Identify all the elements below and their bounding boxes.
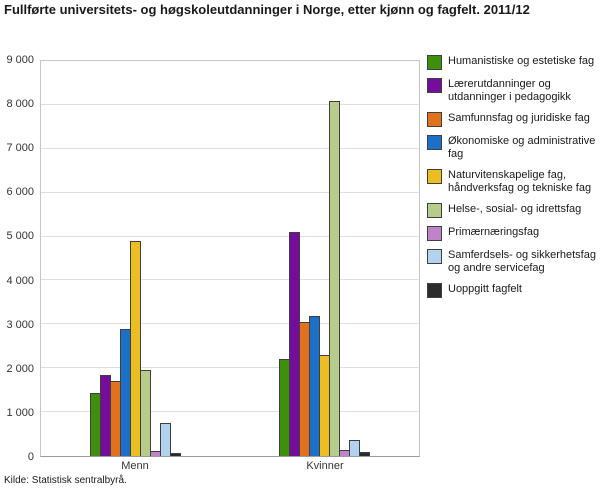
y-axis-tick-label: 5 000 xyxy=(6,230,34,243)
legend-swatch xyxy=(427,78,442,93)
bar xyxy=(140,370,151,456)
legend-item: Lærerutdanninger og utdanninger i pedago… xyxy=(427,78,608,104)
legend-swatch xyxy=(427,202,442,218)
y-axis-tick-label: 9 000 xyxy=(6,54,34,66)
gridline xyxy=(41,367,419,369)
legend-swatch xyxy=(427,134,442,150)
gridline xyxy=(41,191,419,193)
legend-label: Uoppgitt fagfelt xyxy=(448,282,522,295)
y-axis-tick-label: 2 000 xyxy=(6,362,34,375)
y-axis-tick-label: 7 000 xyxy=(6,142,34,155)
gridline xyxy=(41,235,419,237)
legend-item: Samfunnsfag og juridiske fag xyxy=(427,111,608,127)
y-axis-tick-label: 3 000 xyxy=(6,318,34,331)
gridline xyxy=(41,279,419,281)
y-axis-tick-label: 4 000 xyxy=(6,274,34,287)
legend: Humanistiske og estetiske fag Lærerutdann… xyxy=(427,55,608,298)
gridline xyxy=(41,147,419,149)
gridline xyxy=(41,103,419,105)
y-axis-tick-label: 0 xyxy=(27,451,34,463)
legend-item: Helse-, sosial- og idrettsfag xyxy=(427,202,608,218)
chart-title: Fullførte universitets- og høgskoleutdan… xyxy=(4,2,530,17)
legend-item: Samferdsels- og sikkerhetsfag og andre s… xyxy=(427,248,608,275)
legend-label: Humanistiske og estetiske fag xyxy=(448,55,595,67)
legend-swatch xyxy=(427,282,442,298)
bar xyxy=(329,100,340,456)
legend-swatch xyxy=(427,248,442,264)
legend-label: Primærnæringsfag xyxy=(448,225,540,238)
y-axis-tick-label: 6 000 xyxy=(6,186,34,199)
bar xyxy=(160,423,171,456)
legend-label: Helse-, sosial- og idrettsfag xyxy=(448,202,582,215)
plot-area xyxy=(40,60,420,457)
source-note: Kilde: Statistisk sentralbyrå. xyxy=(4,475,127,486)
bar-group-kvinner xyxy=(230,61,419,456)
bar xyxy=(349,440,360,456)
legend-item: Uoppgitt fagfelt xyxy=(427,282,608,298)
legend-swatch xyxy=(427,168,442,184)
legend-item: Primærnæringsfag xyxy=(427,225,608,241)
y-axis-tick-label: 8 000 xyxy=(6,98,34,111)
y-axis-tick-label: 1 000 xyxy=(6,406,34,419)
legend-swatch xyxy=(427,111,442,127)
bar-groups xyxy=(41,61,419,456)
bar xyxy=(170,452,181,456)
legend-label: Samfunnsfag og juridiske fag xyxy=(448,111,590,124)
legend-item: Økonomiske og administrative fag xyxy=(427,134,608,161)
legend-label: Lærerutdanninger og utdanninger i pedago… xyxy=(448,78,571,103)
y-axis: 0 1 000 2 000 3 000 4 000 5 000 6 000 7 000 8 00… xyxy=(0,54,38,463)
bar-group-menn xyxy=(41,61,230,456)
bar xyxy=(130,240,141,456)
x-axis-labels: Menn Kvinner xyxy=(40,460,420,472)
legend-label: Økonomiske og administrative fag xyxy=(448,134,596,160)
legend-item: Naturvitenskapelige fag, håndverksfag og… xyxy=(427,168,608,195)
legend-label: Naturvitenskapelige fag, håndverksfag og… xyxy=(448,168,592,194)
gridline xyxy=(41,323,419,325)
gridline xyxy=(41,411,419,413)
x-axis-label: Kvinner xyxy=(306,460,344,472)
legend-item: Humanistiske og estetiske fag xyxy=(427,55,608,70)
bar xyxy=(359,452,370,456)
legend-swatch xyxy=(427,55,442,70)
x-axis-label: Menn xyxy=(121,460,149,472)
legend-label: Samferdsels- og sikkerhetsfag og andre s… xyxy=(448,248,596,274)
legend-swatch xyxy=(427,225,442,241)
